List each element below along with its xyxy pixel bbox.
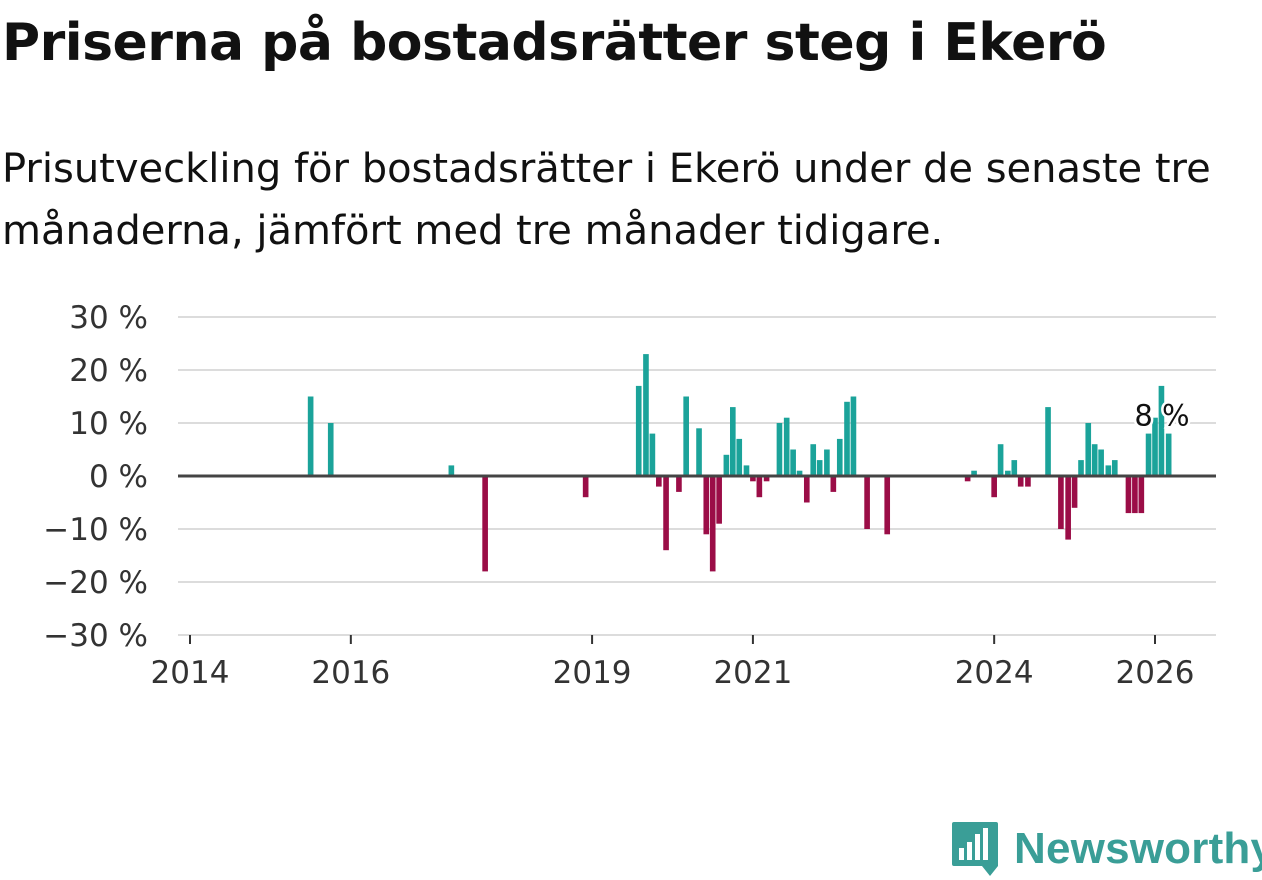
bar-negative — [1125, 476, 1132, 514]
bar-negative — [1132, 476, 1138, 514]
chart-subtitle: Prisutveckling för bostadsrätter i Ekerö… — [2, 146, 1211, 254]
bar-positive — [796, 470, 803, 476]
bar-negative — [663, 476, 669, 551]
bar-positive — [790, 449, 796, 476]
bar-positive — [696, 428, 702, 476]
bar-positive — [1165, 433, 1172, 476]
bar-negative — [1017, 476, 1024, 487]
bar-negative — [864, 476, 870, 529]
bar-negative — [884, 476, 891, 535]
bar-negative — [830, 476, 837, 492]
x-tick-label: 2014 — [151, 655, 230, 691]
y-axis: 30 % 20 % 10 % 0 % −10 % −20 % −30 % — [43, 300, 148, 654]
bar-negative — [582, 476, 589, 498]
bar-negative — [703, 476, 710, 535]
bar-positive — [1045, 407, 1051, 476]
bar-positive — [1152, 417, 1158, 476]
x-axis: 2014 2016 2019 2021 2024 2026 — [151, 635, 1195, 691]
bar-negative — [803, 476, 810, 503]
bar-positive — [1105, 465, 1112, 476]
y-tick-label: −30 % — [43, 618, 148, 654]
bar-positive — [971, 470, 977, 476]
bar-positive — [683, 396, 689, 476]
y-tick-label: −10 % — [43, 512, 148, 548]
brand: Newsworthy — [950, 818, 1262, 880]
brand-name: Newsworthy — [1014, 824, 1262, 873]
bar-negative — [482, 476, 488, 572]
bar-chart: 30 %20 %10 %0 %−10 %−20 %−30 % 2014 2016 2… — [43, 300, 1216, 691]
bar-negative — [750, 476, 756, 482]
bar-positive — [307, 396, 314, 476]
bar-positive — [1078, 460, 1084, 476]
chart-title: Priserna på bostadsrätter steg i Ekerö — [2, 13, 1107, 73]
bar-positive — [448, 465, 455, 476]
bar-negative — [756, 476, 763, 498]
x-tick-label: 2024 — [955, 655, 1034, 691]
bar-positive — [635, 385, 642, 476]
bar-negative — [1138, 476, 1145, 514]
bar-positive — [1005, 470, 1011, 476]
bar-negative — [709, 476, 716, 572]
bar-positive — [783, 417, 790, 476]
bar-positive — [649, 433, 656, 476]
bar-positive — [743, 465, 750, 476]
bar-chart-icon — [952, 822, 998, 876]
bar-positive — [736, 438, 743, 476]
bar-positive — [816, 460, 823, 476]
bar-positive — [1091, 444, 1098, 476]
bar-positive — [1098, 449, 1104, 476]
bar-negative — [676, 476, 682, 492]
bar-negative — [656, 476, 662, 487]
x-tick-label: 2021 — [713, 655, 792, 691]
x-tick-label: 2016 — [311, 655, 390, 691]
y-tick-label: 20 % — [69, 353, 148, 389]
last-value-label: 8 % — [1134, 399, 1189, 433]
bar-positive — [723, 454, 730, 476]
bar-negative — [763, 476, 770, 482]
bar-positive — [776, 423, 783, 476]
bar-negative — [1058, 476, 1064, 529]
bar-positive — [1111, 460, 1118, 476]
bar-negative — [991, 476, 997, 498]
bar-positive — [836, 438, 843, 476]
bar-negative — [964, 476, 971, 482]
bar-positive — [1158, 385, 1165, 476]
bar-positive — [1011, 460, 1018, 476]
annotation: 8 % — [1132, 396, 1192, 435]
bar-positive — [844, 401, 850, 476]
bar-positive — [1085, 423, 1092, 476]
bar-positive — [327, 423, 334, 476]
y-tick-label: 0 % — [89, 459, 148, 495]
y-tick-label: 10 % — [69, 406, 148, 442]
bar-negative — [1071, 476, 1078, 508]
bar-positive — [810, 444, 817, 476]
bar-negative — [1065, 476, 1071, 540]
x-tick-label: 2019 — [553, 655, 632, 691]
x-tick-label: 2026 — [1116, 655, 1195, 691]
y-tick-label: −20 % — [43, 565, 148, 601]
bar-positive — [643, 354, 649, 476]
bar-positive — [1145, 433, 1152, 476]
bar-positive — [729, 407, 736, 476]
bar-positive — [997, 444, 1004, 476]
bar-positive — [824, 449, 830, 476]
bar-negative — [716, 476, 722, 524]
bar-negative — [1025, 476, 1031, 487]
y-tick-label: 30 % — [69, 300, 148, 336]
bars — [307, 354, 1172, 572]
bar-positive — [850, 396, 857, 476]
